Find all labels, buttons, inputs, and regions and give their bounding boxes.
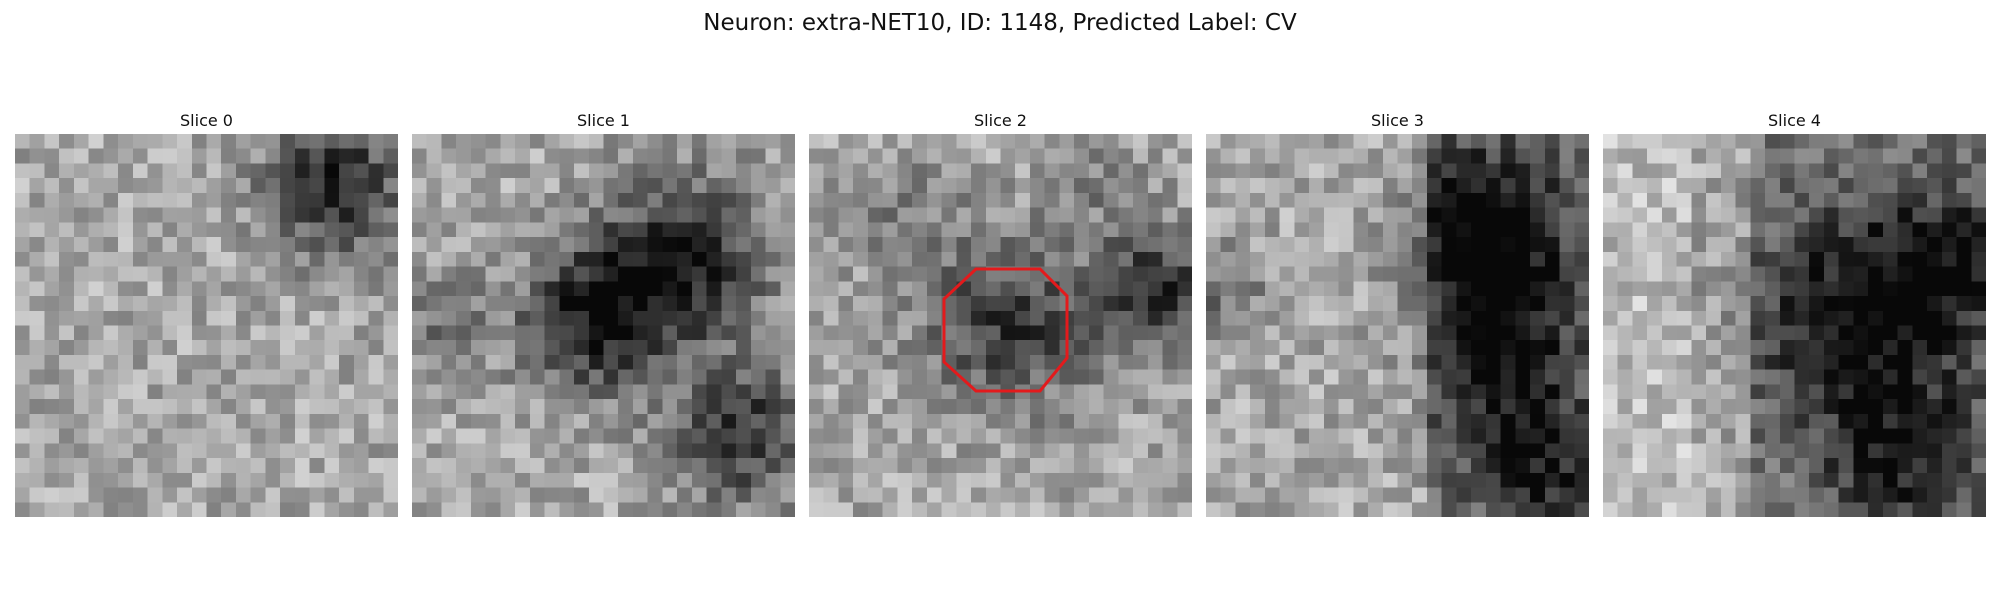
slice-image	[809, 134, 1192, 517]
slice-image	[412, 134, 795, 517]
slice-image	[1206, 134, 1589, 517]
slice-title: Slice 4	[1603, 108, 1986, 134]
figure-title: Neuron: extra-NET10, ID: 1148, Predicted…	[0, 6, 2000, 40]
slice-title: Slice 1	[412, 108, 795, 134]
slice-image	[15, 134, 398, 517]
slice-panel-0: Slice 0	[15, 108, 398, 517]
slice-panel-4: Slice 4	[1603, 108, 1986, 517]
slice-image	[1603, 134, 1986, 517]
slice-title: Slice 2	[809, 108, 1192, 134]
slice-panel-3: Slice 3	[1206, 108, 1589, 517]
slice-title: Slice 0	[15, 108, 398, 134]
slice-panel-1: Slice 1	[412, 108, 795, 517]
slice-title: Slice 3	[1206, 108, 1589, 134]
slice-panel-2: Slice 2	[809, 108, 1192, 517]
